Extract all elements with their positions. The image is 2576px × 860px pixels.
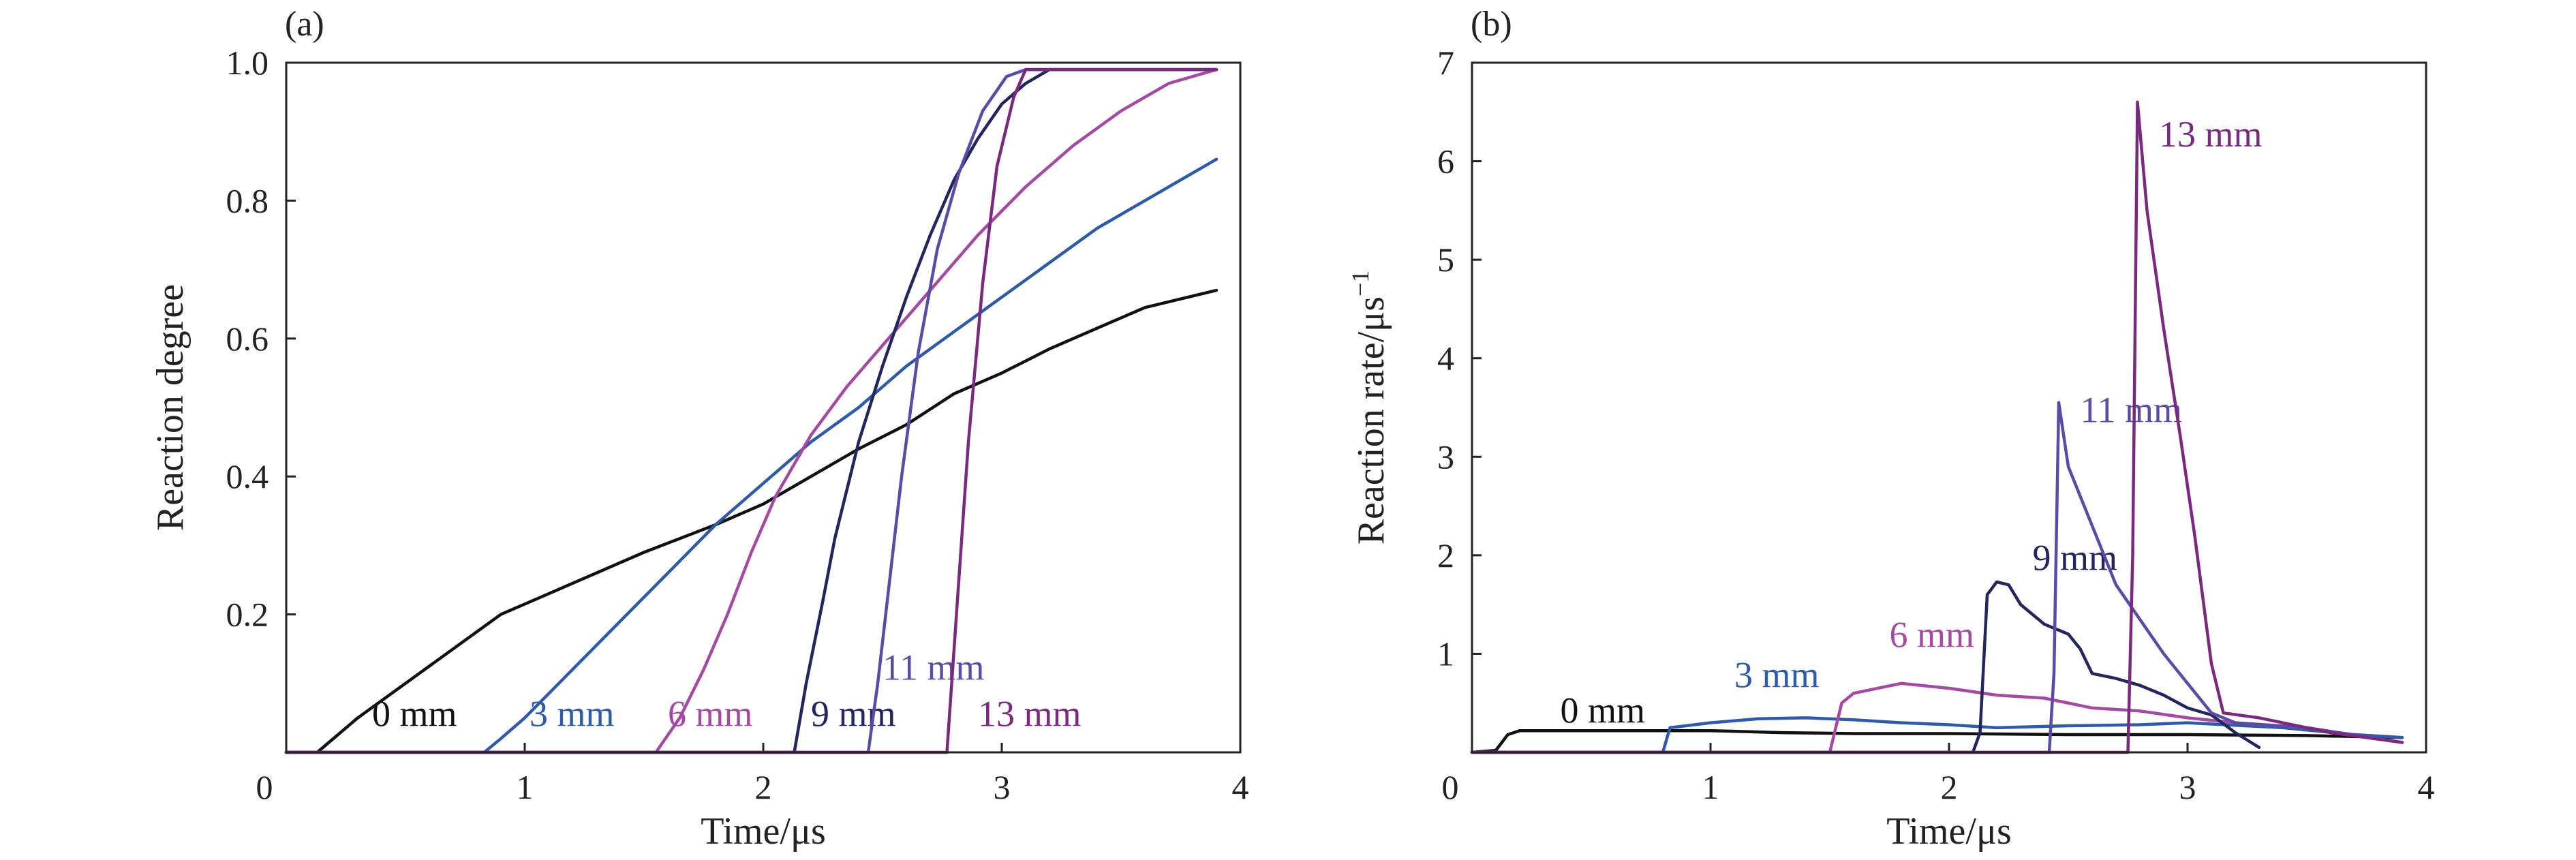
panel-b-y-tick-label: 4 <box>1437 339 1454 378</box>
panel-a-label: (a) <box>285 5 324 44</box>
panel-a-y-tick-label: 0.4 <box>226 457 269 495</box>
panel-a-y-tick-label: 1.0 <box>226 44 269 82</box>
panel-a-series-label-11mm: 11 mm <box>883 647 985 688</box>
panel-a-y-tick-label: 0.2 <box>226 596 269 634</box>
panel-b-y-tick-label: 5 <box>1437 241 1454 279</box>
panel-a-x-axis-label: Time/μs <box>701 810 826 853</box>
panel-a-y-tick-label: 0.8 <box>226 181 269 219</box>
panel-a-series-label-13mm: 13 mm <box>978 694 1082 735</box>
panel-a-series-label-6mm: 6 mm <box>668 694 753 735</box>
panel-b-y-tick-label: 7 <box>1437 44 1454 82</box>
panel-b-x-tick-label: 3 <box>2179 768 2196 806</box>
panel-b-plot-frame <box>1471 61 2427 754</box>
panel-a-y-axis-label: Reaction degree <box>149 284 191 531</box>
panel-a-series-line-9mm <box>284 67 1218 754</box>
panel-a-series-label-0mm: 0 mm <box>372 694 457 735</box>
panel-b-y-tick-label: 1 <box>1437 634 1454 673</box>
panel-a-series-line-13mm <box>284 67 1218 754</box>
panel-b-series-line-0mm <box>1470 728 2404 754</box>
panel-b-series: 0 mm 3 mm 6 mm 9 mm 11 mm 13 mm <box>1470 100 2404 754</box>
panel-b-series-label-0mm: 0 mm <box>1561 690 1646 731</box>
panel-a-x-tick-label: 4 <box>1232 768 1249 806</box>
panel-b-y-axis-label-text: Reaction rate/μs <box>1350 296 1392 544</box>
panel-a-x-tick-label: 1 <box>517 768 534 806</box>
panel-a-series: 0 mm 3 mm 6 mm 9 mm 11 mm 13 mm <box>284 67 1218 754</box>
panel-a-plot-frame <box>285 61 1242 754</box>
panel-b-series-label-13mm: 13 mm <box>2159 114 2263 155</box>
panel-a-series-label-3mm: 3 mm <box>530 694 615 735</box>
panel-a-reaction-degree-chart: (a) 1 2 3 4 0.2 0.4 0.6 0.8 1.0 0 mm 3 mm 6 mm 9 mm… <box>149 5 1249 853</box>
panel-b-ticks: 1 2 3 4 1 2 3 4 5 6 7 <box>1437 44 2435 806</box>
panel-a-x-tick-label: 3 <box>994 768 1011 806</box>
panel-a-origin-label: 0 <box>256 768 273 806</box>
panel-b-y-axis-label-superscript: −1 <box>1347 271 1374 296</box>
panel-b-series-label-3mm: 3 mm <box>1734 655 1820 696</box>
panel-a-x-tick-label: 2 <box>755 768 772 806</box>
panel-a-series-line-0mm <box>284 288 1218 754</box>
panel-b-series-label-9mm: 9 mm <box>2033 538 2118 579</box>
panel-b-x-tick-label: 1 <box>1702 768 1719 806</box>
panel-b-x-tick-label: 2 <box>1941 768 1958 806</box>
panel-b-y-tick-label: 2 <box>1437 536 1454 574</box>
panel-a-series-line-3mm <box>284 157 1218 754</box>
panel-a-series-line-6mm <box>284 67 1218 754</box>
panel-b-series-line-3mm <box>1470 716 2404 754</box>
panel-b-origin-label: 0 <box>1442 768 1459 806</box>
panel-a-ticks: 1 2 3 4 0.2 0.4 0.6 0.8 1.0 <box>226 44 1249 806</box>
panel-b-label: (b) <box>1471 5 1512 44</box>
panel-b-series-line-6mm <box>1470 681 2404 754</box>
panel-b-series-line-11mm <box>1470 401 2404 754</box>
panel-b-y-axis-label: Reaction rate/μs−1 <box>1347 271 1392 545</box>
panel-b-x-axis-label: Time/μs <box>1886 810 2012 853</box>
panel-b-y-tick-label: 3 <box>1437 437 1454 476</box>
panel-b-series-line-9mm <box>1470 580 2261 754</box>
panel-b-x-tick-label: 4 <box>2418 768 2435 806</box>
panel-a-series-label-9mm: 9 mm <box>811 694 896 735</box>
panel-b-series-line-13mm <box>1470 100 2404 754</box>
panel-b-series-label-11mm: 11 mm <box>2081 390 2183 431</box>
panel-b-series-label-6mm: 6 mm <box>1890 614 1975 655</box>
panel-b-reaction-rate-chart: (b) 1 2 3 4 1 2 3 4 5 6 7 0 mm 3 mm 6 mm 9 mm 11 mm 13 … <box>1347 5 2435 853</box>
panel-a-series-line-11mm <box>284 67 1218 754</box>
panel-a-y-tick-label: 0.6 <box>226 320 269 358</box>
panel-b-y-tick-label: 6 <box>1437 142 1454 181</box>
